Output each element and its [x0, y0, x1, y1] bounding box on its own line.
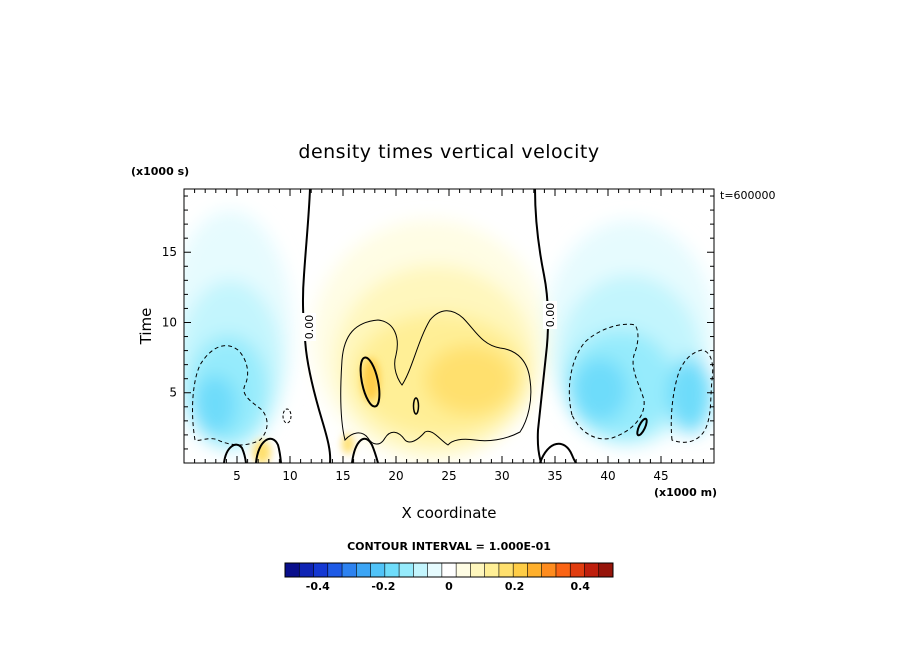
colorbar-swatch: [441, 563, 457, 577]
colorbar-swatch: [285, 563, 300, 577]
bottom-bump-2: [255, 437, 282, 463]
neg-contour-right-a: [568, 323, 645, 440]
colorbar-swatch: [342, 563, 357, 577]
y-units-label: (x1000 s): [131, 165, 189, 178]
y-tick-label: 15: [162, 245, 177, 259]
zero-contour-label-left: 0.00: [303, 315, 316, 340]
contour-interval-label: CONTOUR INTERVAL = 1.000E-01: [347, 540, 551, 553]
colorbar-swatch: [598, 563, 614, 577]
positive-contour-center: [340, 310, 532, 446]
colorbar-tick-label: 0.4: [570, 580, 590, 593]
neg-contour-right-b: [670, 349, 714, 443]
zero-contour-right: [534, 189, 550, 463]
colorbar-swatch: [527, 563, 542, 577]
max-contour: [359, 356, 381, 408]
x-tick-label: 20: [388, 469, 403, 483]
zero-contour-label-right: 0.00: [544, 303, 557, 328]
x-units-label: (x1000 m): [654, 486, 717, 499]
y-tick-label: 5: [169, 386, 177, 400]
colorbar-tick-label: -0.2: [371, 580, 395, 593]
x-tick-label: 25: [441, 469, 456, 483]
x-axis-label: X coordinate: [401, 504, 496, 522]
bottom-right-contour: [539, 442, 577, 463]
colorbar-swatch: [584, 563, 600, 577]
x-axis: 5 10 15 20 25 30 35 40 45: [183, 189, 715, 483]
y-axis: 5 10 15: [162, 195, 714, 450]
colorbar-swatch: [299, 563, 314, 577]
colorbar-swatch: [370, 563, 386, 577]
x-tick-label: 40: [600, 469, 615, 483]
zero-contour-left: [301, 189, 332, 463]
colorbar-swatch: [384, 563, 400, 577]
time-stamp-label: t=600000: [720, 189, 776, 202]
right-small-contour: [636, 417, 648, 437]
colorbar-swatch: [541, 563, 557, 577]
colorbar-swatch: [427, 563, 443, 577]
y-tick-label: 10: [162, 315, 177, 329]
colorbar-tick-label: -0.4: [306, 580, 330, 593]
colorbar-swatch: [484, 563, 500, 577]
y-axis-label: Time: [137, 308, 155, 346]
bottom-bump-1: [223, 443, 247, 463]
zero-contour-labels: 0.00 0.00: [302, 301, 557, 341]
colorbar: -0.4 -0.2 0 0.2 0.4: [284, 562, 614, 593]
colorbar-tick-label: 0.2: [505, 580, 525, 593]
colorbar-swatch: [470, 563, 485, 577]
neg-contour-small: [282, 408, 292, 424]
x-tick-label: 10: [282, 469, 297, 483]
chart-title: density times vertical velocity: [298, 141, 599, 163]
colorbar-swatch: [555, 563, 571, 577]
x-tick-label: 5: [233, 469, 241, 483]
x-tick-label: 15: [335, 469, 350, 483]
x-tick-label: 30: [494, 469, 509, 483]
colorbar-swatch: [456, 563, 471, 577]
neg-contour-left: [192, 345, 268, 446]
x-tick-label: 45: [653, 469, 668, 483]
colorbar-swatch: [570, 563, 585, 577]
colorbar-swatch: [413, 563, 428, 577]
colorbar-frame: [284, 562, 614, 578]
colorbar-swatch: [356, 563, 371, 577]
colorbar-tick-label: 0: [445, 580, 453, 593]
colorbar-swatch: [313, 563, 329, 577]
bottom-bump-3: [351, 437, 379, 463]
colorbar-swatch: [327, 563, 343, 577]
contour-lines: [192, 189, 714, 463]
colorbar-swatch: [513, 563, 528, 577]
heatmap-field: 0.00 0.00: [184, 189, 714, 463]
colorbar-swatch: [498, 563, 514, 577]
x-tick-label: 35: [547, 469, 562, 483]
small-positive-contour: [412, 397, 420, 415]
colorbar-swatch: [399, 563, 414, 577]
